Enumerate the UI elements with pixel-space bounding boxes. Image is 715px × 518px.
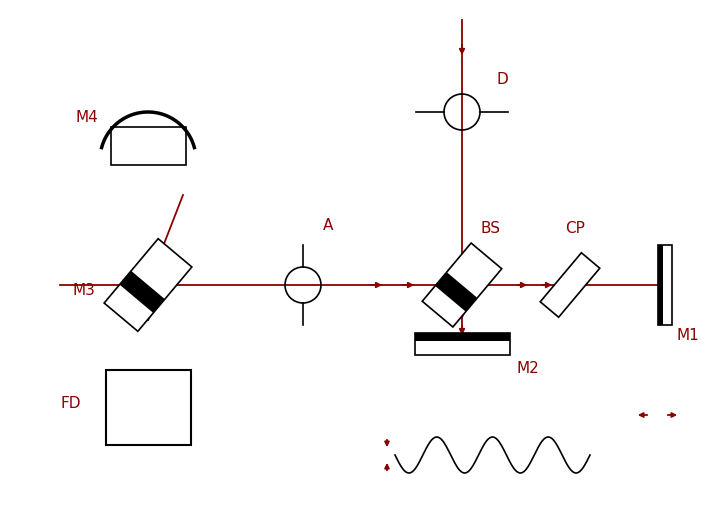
Bar [658, 245, 664, 325]
Text: M2: M2 [517, 361, 540, 376]
Text: D: D [497, 72, 509, 87]
Polygon shape [541, 253, 600, 317]
Bar [106, 370, 190, 445]
Text: FD: FD [61, 396, 81, 410]
Bar [111, 127, 185, 165]
Polygon shape [423, 243, 502, 327]
Text: M1: M1 [677, 328, 700, 343]
Bar [415, 333, 510, 355]
Text: A: A [323, 218, 333, 233]
Text: CP: CP [565, 221, 585, 236]
Text: M3: M3 [73, 283, 96, 298]
Bar [415, 333, 510, 341]
Polygon shape [435, 272, 478, 312]
Polygon shape [104, 239, 192, 332]
Polygon shape [119, 271, 165, 313]
Bar [658, 245, 672, 325]
Text: BS: BS [480, 221, 500, 236]
Text: M4: M4 [76, 110, 98, 125]
